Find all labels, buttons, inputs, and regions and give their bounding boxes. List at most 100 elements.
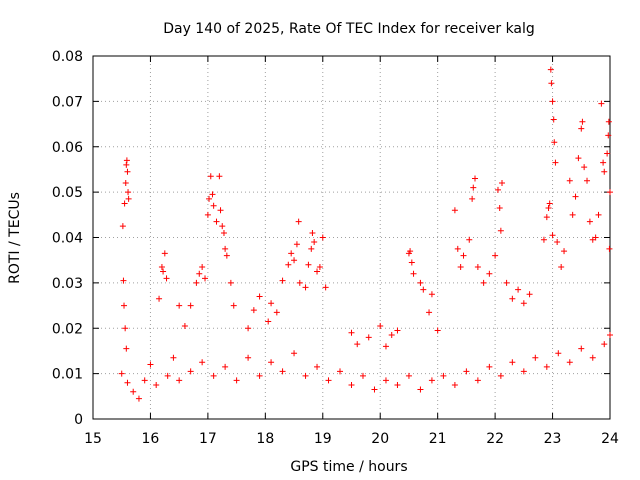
data-point — [497, 372, 504, 379]
data-point — [202, 275, 209, 282]
data-point — [213, 218, 220, 225]
data-point — [548, 80, 555, 87]
y-tick-label: 0.02 — [52, 321, 83, 337]
data-point — [122, 180, 129, 187]
data-point — [598, 100, 605, 107]
data-point — [147, 361, 154, 368]
data-point — [308, 245, 315, 252]
plot-frame — [92, 55, 611, 420]
x-tick-label: 22 — [486, 431, 504, 447]
y-axis-label: ROTI / TECUs — [7, 192, 23, 284]
data-point — [296, 279, 303, 286]
data-point — [141, 377, 148, 384]
x-tick-label: 19 — [314, 431, 332, 447]
data-point — [569, 211, 576, 218]
data-point — [316, 263, 323, 270]
data-point — [604, 150, 611, 157]
data-point — [549, 232, 556, 239]
data-point — [382, 377, 389, 384]
data-point — [176, 302, 183, 309]
data-point — [474, 263, 481, 270]
data-point — [348, 329, 355, 336]
data-point — [164, 372, 171, 379]
y-tick-label: 0.08 — [52, 49, 83, 65]
data-point — [163, 275, 170, 282]
data-point — [600, 159, 607, 166]
data-point — [118, 370, 125, 377]
data-point — [222, 363, 229, 370]
data-point — [123, 345, 130, 352]
data-point — [440, 372, 447, 379]
data-point — [153, 381, 160, 388]
data-point — [555, 350, 562, 357]
data-point — [503, 279, 510, 286]
x-tick-label: 16 — [142, 431, 160, 447]
data-point — [291, 350, 298, 357]
data-point — [311, 239, 318, 246]
data-point — [359, 372, 366, 379]
data-point — [469, 195, 476, 202]
x-tick-label: 20 — [371, 431, 389, 447]
data-point — [451, 207, 458, 214]
data-point — [382, 343, 389, 350]
data-point — [325, 377, 332, 384]
data-point — [417, 279, 424, 286]
data-point — [589, 354, 596, 361]
data-point — [545, 205, 552, 212]
data-point — [222, 245, 229, 252]
data-point — [546, 200, 553, 207]
data-point — [581, 164, 588, 171]
data-point — [474, 377, 481, 384]
x-tick-label: 17 — [199, 431, 217, 447]
data-point — [161, 250, 168, 257]
data-point — [245, 325, 252, 332]
data-point — [279, 368, 286, 375]
data-point — [377, 322, 384, 329]
data-point — [285, 261, 292, 268]
data-point — [199, 263, 206, 270]
data-point — [607, 332, 613, 339]
data-point — [124, 168, 131, 175]
data-point — [526, 291, 533, 298]
data-point — [434, 327, 441, 334]
data-point — [543, 363, 550, 370]
y-tick-label: 0 — [74, 412, 83, 428]
data-point — [210, 202, 217, 209]
data-point — [268, 359, 275, 366]
data-point — [394, 381, 401, 388]
data-point — [496, 205, 503, 212]
data-point — [268, 300, 275, 307]
data-point — [337, 368, 344, 375]
data-point — [595, 211, 602, 218]
data-point — [371, 386, 378, 393]
data-point — [451, 381, 458, 388]
data-point — [554, 239, 561, 246]
data-point — [170, 354, 177, 361]
data-point — [552, 159, 559, 166]
x-tick-label: 23 — [544, 431, 562, 447]
data-point — [417, 386, 424, 393]
data-point — [156, 295, 163, 302]
data-point — [470, 184, 477, 191]
data-point — [187, 302, 194, 309]
data-point — [302, 372, 309, 379]
data-point — [210, 372, 217, 379]
data-point — [394, 327, 401, 334]
data-point — [494, 186, 501, 193]
y-tick-label: 0.03 — [52, 276, 83, 292]
data-point — [575, 155, 582, 162]
data-point — [492, 252, 499, 259]
data-point — [549, 98, 556, 105]
data-point — [207, 173, 214, 180]
data-point — [322, 284, 329, 291]
data-point — [121, 302, 128, 309]
x-tick-label: 21 — [429, 431, 447, 447]
data-point — [499, 180, 506, 187]
data-point — [219, 223, 226, 230]
data-point — [256, 372, 263, 379]
x-tick-label: 15 — [84, 431, 102, 447]
data-point — [181, 322, 188, 329]
data-point — [520, 300, 527, 307]
data-point — [457, 263, 464, 270]
